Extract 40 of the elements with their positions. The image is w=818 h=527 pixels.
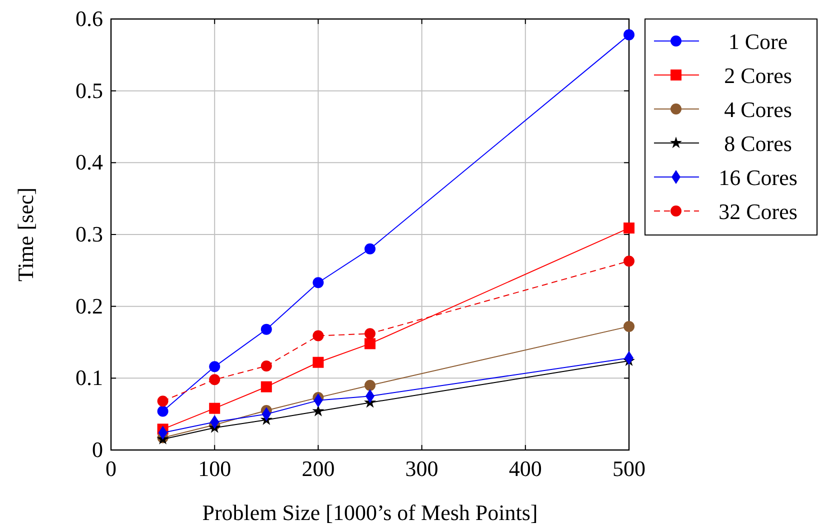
- point: [624, 222, 634, 234]
- point: [624, 320, 634, 332]
- point: [624, 256, 634, 267]
- point: [364, 328, 376, 340]
- point: [260, 360, 272, 372]
- y-tick-label: 0.3: [76, 222, 103, 246]
- legend-label: 4 Cores: [724, 97, 792, 122]
- point: [157, 396, 168, 407]
- y-tick-label: 0.2: [76, 293, 103, 318]
- legend-label: 16 Cores: [718, 165, 798, 190]
- x-axis-title: Problem Size [1000’s of Mesh Points]: [202, 500, 538, 525]
- point: [364, 380, 376, 391]
- point: [364, 338, 376, 350]
- point: [260, 381, 272, 392]
- x-tick-label: 400: [508, 456, 542, 481]
- legend-label: 32 Cores: [718, 199, 798, 224]
- point: [312, 330, 324, 342]
- x-tick-label: 500: [612, 456, 646, 481]
- y-tick-label: 0.4: [76, 150, 103, 175]
- point: [364, 243, 376, 254]
- y-tick-label: 0: [92, 437, 103, 462]
- x-tick-label: 200: [302, 456, 335, 481]
- point: [209, 361, 220, 372]
- legend-label: 8 Cores: [724, 131, 792, 156]
- legend-label: 1 Core: [728, 29, 788, 54]
- y-tick-label: 0.6: [76, 6, 103, 31]
- y-tick-label: 0.5: [76, 78, 103, 103]
- point: [209, 374, 220, 386]
- point: [260, 324, 272, 335]
- point: [312, 277, 324, 288]
- y-tick-label: 0.1: [76, 365, 103, 390]
- point: [312, 404, 324, 416]
- point: [312, 356, 324, 368]
- legend-label: 2 Cores: [724, 63, 792, 88]
- y-axis-title: Time [sec]: [13, 188, 38, 282]
- point: [157, 406, 168, 417]
- x-tick-label: 100: [198, 456, 232, 481]
- point: [624, 29, 634, 40]
- point: [209, 402, 220, 414]
- x-tick-label: 300: [405, 456, 438, 481]
